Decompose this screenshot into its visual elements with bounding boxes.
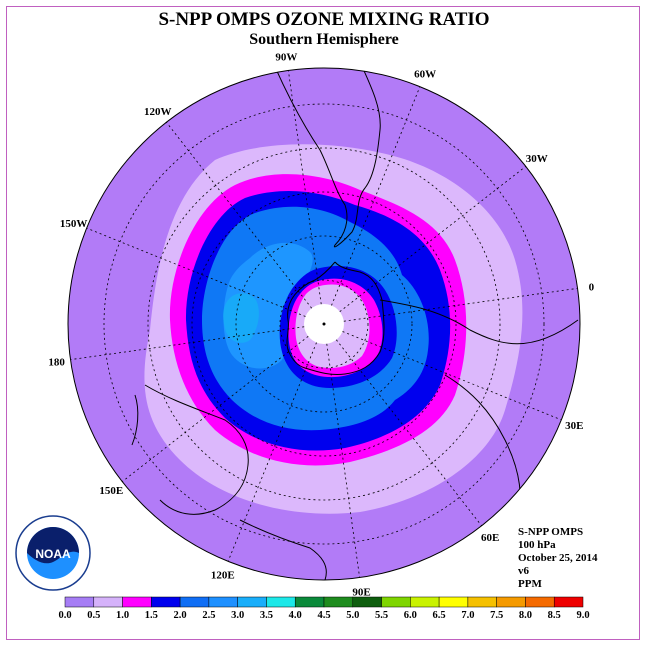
meridian-line [70, 326, 305, 361]
meridian-line [166, 122, 313, 309]
meridian-line [331, 86, 421, 306]
longitude-label: 120E [211, 569, 235, 581]
latitude-circle [191, 191, 457, 457]
field-cyan-blue [223, 293, 259, 343]
longitude-label: 60W [414, 69, 436, 81]
longitude-labels: 90W 60W 30W 0 30E 60E 90E 120E 150E 180 150W 120W [48, 52, 594, 599]
coastline-australia [144, 384, 249, 515]
meridian-line [343, 287, 578, 322]
longitude-label: 150E [99, 485, 123, 497]
info-block: S-NPP OMPS 100 hPa October 25, 2014 v6 P… [518, 526, 598, 591]
longitude-label: 150W [60, 218, 88, 230]
longitude-label: 30E [565, 420, 583, 432]
coastline-antarctic-peninsula [286, 261, 385, 375]
map-border [67, 67, 581, 581]
longitude-label: 90W [275, 52, 297, 64]
latitude-circle [235, 235, 413, 413]
meridian-line [122, 335, 309, 482]
longitude-label: 180 [48, 357, 65, 369]
info-date: October 25, 2014 [518, 552, 598, 564]
meridian-line [339, 166, 526, 313]
meridian-line [287, 70, 322, 305]
latitude-circle [103, 103, 545, 545]
figure-frame [6, 6, 640, 640]
longitude-label: 30W [526, 153, 548, 165]
meridian-line [342, 331, 562, 421]
latitude-circle [279, 279, 369, 369]
noaa-logo: NOAA [15, 515, 91, 591]
page-subtitle: Southern Hemisphere [249, 31, 399, 48]
longitude-label: 120W [144, 106, 172, 118]
graticule [70, 70, 578, 578]
pole-marker [322, 322, 326, 326]
info-level: 100 hPa [518, 539, 556, 551]
meridian-line [335, 339, 482, 526]
page-title: S-NPP OMPS OZONE MIXING RATIO [158, 9, 490, 30]
info-instrument: S-NPP OMPS [518, 526, 584, 538]
coastline-new-zealand [131, 394, 139, 446]
info-units: PPM [518, 578, 542, 590]
coastline-antarctica-east [379, 299, 579, 345]
meridian-line [227, 342, 317, 562]
longitude-label: 60E [481, 532, 499, 544]
noaa-logo-text: NOAA [35, 547, 71, 561]
coastline-indonesia [239, 519, 327, 580]
coastline-south-america [271, 68, 381, 248]
meridian-line [86, 227, 306, 317]
longitude-label: 0 [589, 281, 595, 293]
meridian-line [326, 343, 361, 578]
info-version: v6 [518, 565, 529, 577]
longitude-label: 90E [352, 586, 370, 598]
latitude-circle [147, 147, 501, 501]
map-field [68, 68, 580, 580]
